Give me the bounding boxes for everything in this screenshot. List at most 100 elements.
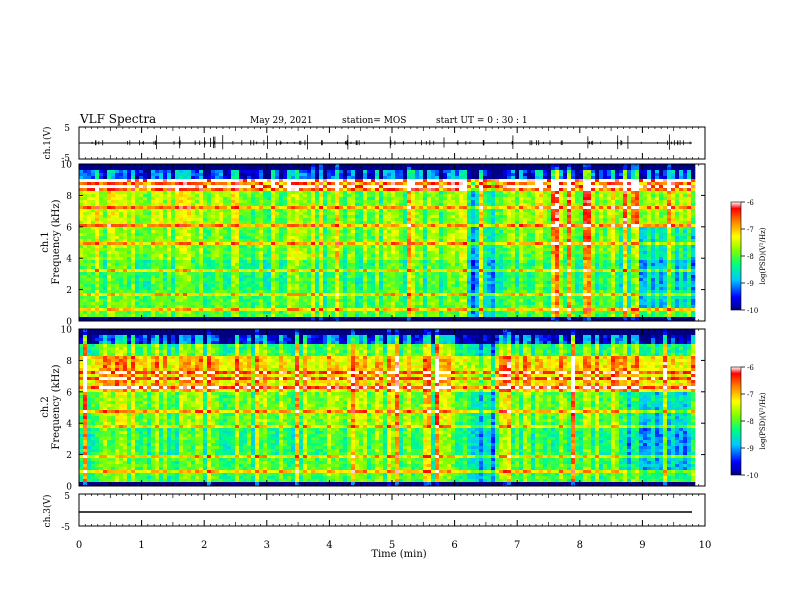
spectrogram-cell: [311, 296, 316, 300]
spectrogram-cell: [359, 317, 364, 321]
spectrogram-cell: [411, 236, 416, 240]
spectrogram-cell: [339, 191, 344, 195]
spectrogram-cell: [335, 281, 340, 285]
spectrogram-cell: [163, 230, 168, 234]
spectrogram-cell: [139, 299, 144, 303]
spectrogram-cell: [307, 194, 312, 198]
spectrogram-cell: [335, 266, 340, 270]
spectrogram-cell: [239, 206, 244, 210]
spectrogram-cell: [87, 224, 92, 228]
spectrogram-cell: [239, 314, 244, 318]
spectrogram-cell: [163, 296, 168, 300]
spectrogram-cell: [291, 203, 296, 207]
spectrogram-cell: [199, 266, 204, 270]
spectrogram-cell: [375, 221, 380, 225]
spectrogram-cell: [375, 263, 380, 267]
spectrogram-cell: [83, 176, 88, 180]
spectrogram-cell: [91, 278, 96, 282]
spectrogram-cell: [179, 293, 184, 297]
spectrogram-cell: [103, 251, 108, 255]
spectrogram-cell: [407, 200, 412, 204]
spectrogram-cell: [183, 191, 188, 195]
spectrogram-cell: [135, 269, 140, 273]
spectrogram-cell: [159, 206, 164, 210]
spectrogram-cell: [151, 311, 156, 315]
spectrogram-cell: [159, 167, 164, 171]
spectrogram-cell: [231, 266, 236, 270]
spectrogram-cell: [283, 266, 288, 270]
spectrogram-cell: [251, 254, 256, 258]
spectrogram-cell: [299, 200, 304, 204]
spectrogram-cell: [243, 269, 248, 273]
spectrogram-cell: [295, 254, 300, 258]
spectrogram-cell: [119, 266, 124, 270]
spectrogram-cell: [203, 197, 208, 201]
spectrogram-cell: [435, 257, 440, 261]
spectrogram-cell: [375, 308, 380, 312]
spectrogram-cell: [239, 197, 244, 201]
spectrogram-cell: [347, 290, 352, 294]
spectrogram-cell: [439, 251, 444, 255]
spectrogram-cell: [391, 227, 396, 231]
spectrogram-cell: [335, 269, 340, 273]
spectrogram-cell: [395, 269, 400, 273]
spectrogram-cell: [175, 188, 180, 192]
spectrogram-cell: [295, 185, 300, 189]
spectrogram-cell: [323, 263, 328, 267]
spectrogram-cell: [387, 239, 392, 243]
spectrogram-cell: [123, 233, 128, 237]
spectrogram-cell: [235, 281, 240, 285]
spectrogram-cell: [407, 254, 412, 258]
spectrogram-cell: [299, 317, 304, 321]
spectrogram-cell: [227, 185, 232, 189]
spectrogram-cell: [371, 227, 376, 231]
spectrogram-cell: [419, 242, 424, 246]
spectrogram-cell: [331, 179, 336, 183]
spectrogram-cell: [367, 266, 372, 270]
spectrogram-cell: [159, 212, 164, 216]
spectrogram-cell: [119, 305, 124, 309]
spectrogram-cell: [383, 302, 388, 306]
spectrogram-cell: [139, 245, 144, 249]
spectrogram-cell: [431, 242, 436, 246]
spectrogram-cell: [87, 305, 92, 309]
spectrogram-cell: [235, 314, 240, 318]
spectrogram-cell: [303, 230, 308, 234]
spectrogram-cell: [243, 296, 248, 300]
spectrogram-cell: [267, 275, 272, 279]
spectrogram-cell: [159, 293, 164, 297]
spectrogram-cell: [399, 299, 404, 303]
spectrogram-cell: [375, 185, 380, 189]
spectrogram-cell: [419, 254, 424, 258]
spectrogram-cell: [371, 296, 376, 300]
spectrogram-cell: [83, 197, 88, 201]
spectrogram-cell: [143, 275, 148, 279]
spectrogram-cell: [407, 245, 412, 249]
spectrogram-cell: [303, 164, 308, 168]
spectrogram-cell: [379, 206, 384, 210]
spectrogram-cell: [391, 275, 396, 279]
spectrogram-cell: [131, 281, 136, 285]
spectrogram-cell: [359, 251, 364, 255]
spectrogram-cell: [119, 176, 124, 180]
spectrogram-cell: [223, 170, 228, 174]
spectrogram-cell: [239, 302, 244, 306]
spectrogram-cell: [155, 179, 160, 183]
spectrogram-cell: [343, 221, 348, 225]
spectrogram-cell: [399, 221, 404, 225]
spectrogram-cell: [203, 209, 208, 213]
spectrogram-cell: [399, 194, 404, 198]
spectrogram-cell: [323, 290, 328, 294]
spectrogram-cell: [191, 233, 196, 237]
spectrogram-cell: [303, 305, 308, 309]
spectrogram-cell: [203, 296, 208, 300]
spectrogram-cell: [195, 257, 200, 261]
spectrogram-cell: [115, 287, 120, 291]
spectrogram-cell: [183, 233, 188, 237]
spectrogram-cell: [415, 242, 420, 246]
spectrogram-cell: [231, 179, 236, 183]
spectrogram-cell: [347, 233, 352, 237]
spectrogram-cell: [411, 176, 416, 180]
spectrogram-cell: [343, 308, 348, 312]
spectrogram-cell: [291, 266, 296, 270]
